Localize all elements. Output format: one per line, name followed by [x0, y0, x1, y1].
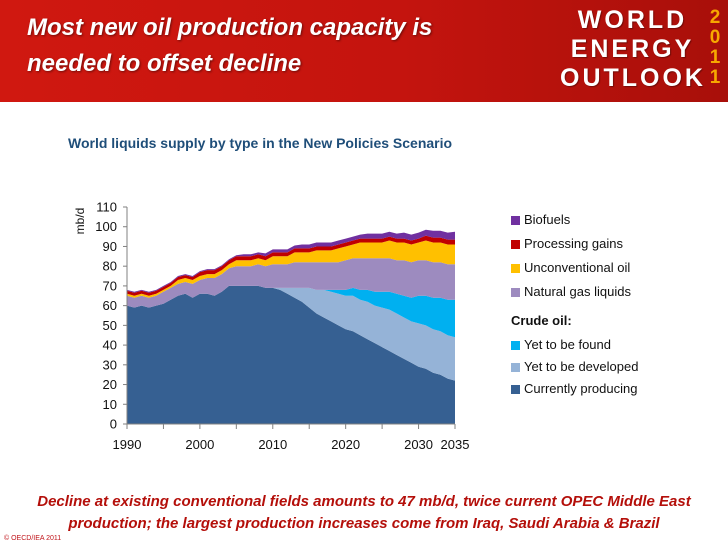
- logo-year-digit: 0: [709, 27, 721, 48]
- y-tick-label: 70: [103, 278, 117, 293]
- y-tick-label: 90: [103, 239, 117, 254]
- legend-swatch-currently-producing: [511, 385, 520, 394]
- x-tick-label: 2035: [441, 437, 470, 452]
- y-tick-label: 100: [95, 219, 117, 234]
- logo-year-digit: 2: [709, 7, 721, 28]
- x-tick-label: 1990: [113, 437, 142, 452]
- area-series-processing-gains: [127, 235, 455, 296]
- area-series-currently-producing: [127, 285, 455, 424]
- legend-label: Natural gas liquids: [524, 284, 631, 299]
- legend-swatch-natural-gas-liquids: [511, 288, 520, 297]
- y-tick-label: 40: [103, 338, 117, 353]
- weo-logo: WORLD ENERGY OUTLOOK: [560, 6, 705, 93]
- y-tick-label: 10: [103, 397, 117, 412]
- legend-swatch-processing-gains: [511, 240, 520, 249]
- legend-label: Biofuels: [524, 212, 571, 227]
- legend-label: Unconventional oil: [524, 260, 631, 275]
- legend-group-heading: Crude oil:: [511, 313, 572, 328]
- area-series-yet-to-be-found: [127, 285, 455, 338]
- y-tick-label: 20: [103, 377, 117, 392]
- logo-year: 2 0 1 1: [706, 8, 724, 88]
- slide-title-line: Most new oil production capacity is: [27, 14, 433, 41]
- legend-label: Processing gains: [524, 236, 623, 251]
- y-axis-label: mb/d: [73, 208, 87, 235]
- footer-line: production; the largest production incre…: [68, 515, 660, 532]
- y-tick-label: 80: [103, 259, 117, 274]
- legend-label: Currently producing: [524, 381, 638, 396]
- logo-line: ENERGY: [570, 35, 695, 63]
- legend-swatch-biofuels: [511, 216, 520, 225]
- area-series-biofuels: [127, 229, 455, 293]
- y-tick-label: 0: [110, 417, 117, 432]
- slide-header: Most new oil production capacity is need…: [0, 0, 728, 102]
- x-tick-label: 2020: [331, 437, 360, 452]
- legend-swatch-yet-to-be-developed: [511, 363, 520, 372]
- y-tick-label: 60: [103, 298, 117, 313]
- legend-label: Yet to be found: [524, 337, 611, 352]
- x-tick-label: 2000: [185, 437, 214, 452]
- x-tick-label: 2030: [404, 437, 433, 452]
- slide-footer-text: Decline at existing conventional fields …: [10, 491, 718, 535]
- footer-line: Decline at existing conventional fields …: [37, 493, 691, 510]
- area-series-natural-gas-liquids: [127, 258, 455, 308]
- area-series-unconventional-oil: [127, 240, 455, 298]
- y-tick-label: 110: [96, 200, 117, 215]
- area-series-yet-to-be-developed: [127, 285, 455, 381]
- logo-year-digit: 1: [709, 47, 721, 68]
- legend-swatch-unconventional-oil: [511, 264, 520, 273]
- logo-year-digit: 1: [709, 67, 721, 88]
- x-tick-label: 2010: [258, 437, 287, 452]
- slide-title-line: needed to offset decline: [27, 50, 302, 77]
- legend-swatch-yet-to-be-found: [511, 341, 520, 350]
- legend-label: Yet to be developed: [524, 359, 639, 374]
- logo-line: OUTLOOK: [560, 64, 706, 92]
- copyright-notice: © OECD/IEA 2011: [4, 535, 62, 542]
- chart-title: World liquids supply by type in the New …: [68, 135, 453, 151]
- logo-line: WORLD: [577, 6, 688, 34]
- y-tick-label: 30: [103, 357, 117, 372]
- slide-title: Most new oil production capacity is need…: [27, 10, 547, 82]
- y-tick-label: 50: [103, 318, 117, 333]
